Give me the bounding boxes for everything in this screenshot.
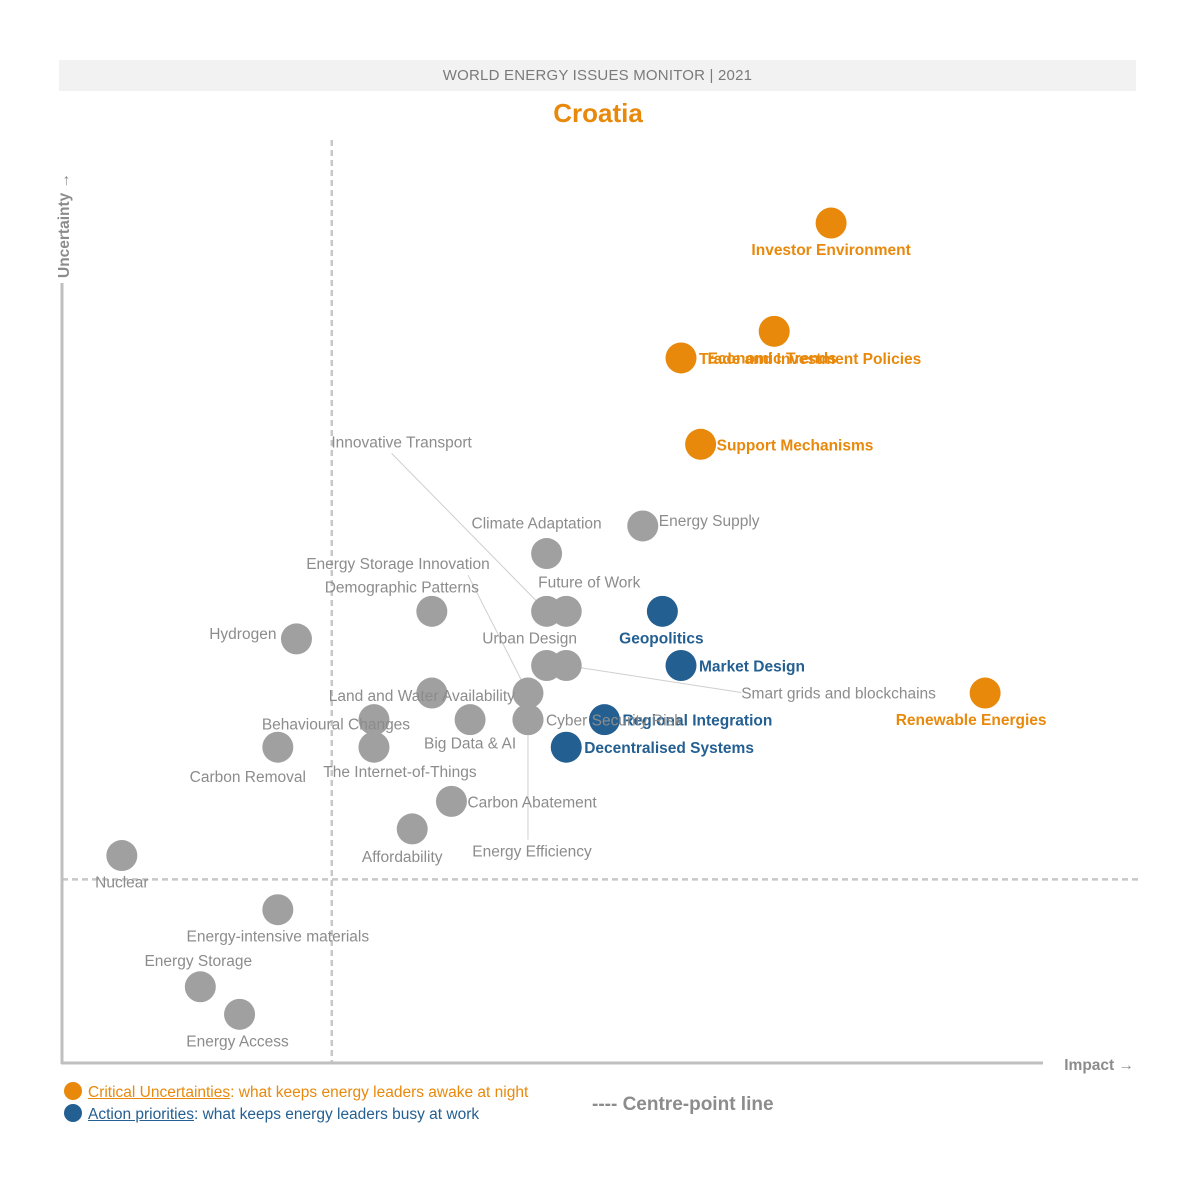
label-the-internet-of-things: The Internet-of-Things: [323, 764, 477, 781]
point-nuclear: [106, 840, 138, 872]
label-climate-adaptation: Climate Adaptation: [472, 516, 602, 533]
label-future-of-work: Future of Work: [538, 574, 640, 591]
label-cyber-security-risk: Cyber Security Risk: [546, 713, 682, 730]
point-carbon-abatement: [435, 785, 467, 817]
label-demographic-patterns: Demographic Patterns: [325, 579, 479, 596]
label-energy-storage-innovation: Energy Storage Innovation: [306, 556, 490, 573]
label-energy-intensive-materials: Energy-intensive materials: [186, 929, 369, 946]
label-investor-environment: Investor Environment: [751, 242, 910, 259]
critical-legend-key: Critical Uncertainties: [88, 1084, 231, 1101]
point-carbon-removal: [262, 731, 294, 763]
y-axis-label: Uncertainty →: [56, 173, 73, 278]
label-smart-grids-and-blockchains: Smart grids and blockchains: [741, 686, 936, 703]
label-energy-supply: Energy Supply: [659, 513, 760, 530]
label-carbon-removal: Carbon Removal: [190, 769, 306, 786]
label-market-design: Market Design: [699, 659, 805, 676]
label-energy-access: Energy Access: [186, 1033, 289, 1050]
label-hydrogen: Hydrogen: [209, 626, 276, 643]
point-energy-access: [224, 998, 256, 1030]
label-land-and-water-availability: Land and Water Availability: [329, 688, 515, 705]
label-nuclear: Nuclear: [95, 875, 148, 892]
label-decentralised-systems: Decentralised Systems: [584, 740, 754, 757]
report-banner: WORLD ENERGY ISSUES MONITOR | 2021: [59, 60, 1136, 91]
label-affordability: Affordability: [362, 849, 443, 866]
point-land-and-water-availability: [416, 677, 448, 709]
x-axis-label: Impact →: [1064, 1057, 1134, 1074]
action-legend-dot: [64, 1104, 82, 1122]
critical-legend-text: : what keeps energy leaders awake at nig…: [230, 1084, 529, 1101]
point-investor-environment: [815, 207, 847, 239]
critical-legend-dot: [64, 1082, 82, 1100]
label-geopolitics: Geopolitics: [619, 630, 703, 647]
point-smart-grids-and-blockchains: [550, 650, 582, 682]
point-energy-storage-innovation: [512, 677, 544, 709]
point-hydrogen: [280, 623, 312, 655]
leader-line-innovative-transport: [391, 452, 547, 612]
label-trade-and-investment-policies: Trade and Investment Policies: [699, 351, 921, 368]
label-innovative-transport: Innovative Transport: [331, 434, 472, 451]
point-future-of-work: [550, 595, 582, 627]
point-energy-efficiency: [512, 704, 544, 736]
point-energy-supply: [627, 510, 659, 542]
label-urban-design: Urban Design: [482, 631, 577, 648]
point-demographic-patterns: [416, 595, 448, 627]
point-decentralised-systems: [550, 731, 582, 763]
point-regional-integration: [588, 704, 620, 736]
legend-critical: Critical Uncertainties: what keeps energ…: [64, 1082, 528, 1102]
label-support-mechanisms: Support Mechanisms: [717, 437, 874, 454]
point-affordability: [396, 813, 428, 845]
label-energy-storage: Energy Storage: [144, 953, 252, 970]
point-energy-storage: [184, 971, 216, 1003]
label-energy-efficiency: Energy Efficiency: [472, 844, 592, 861]
chart-title: Croatia: [553, 98, 643, 128]
legend-action: Action priorities: what keeps energy lea…: [64, 1104, 479, 1124]
leader-line-smart-grids-and-blockchains: [566, 665, 742, 694]
point-support-mechanisms: [685, 428, 717, 460]
point-energy-intensive-materials: [262, 894, 294, 926]
point-behavioural-changes: [358, 704, 390, 736]
centre-point-legend: ---- Centre-point line: [592, 1094, 774, 1115]
label-economic-trends: Economic Trends: [708, 350, 837, 367]
label-regional-integration: Regional Integration: [622, 713, 772, 730]
label-carbon-abatement: Carbon Abatement: [467, 794, 597, 811]
point-geopolitics: [646, 595, 678, 627]
point-market-design: [665, 650, 697, 682]
action-legend-key: Action priorities: [88, 1106, 194, 1123]
point-trade-and-investment-policies: [665, 342, 697, 374]
leader-line-energy-storage-innovation: [467, 574, 529, 694]
point-economic-trends: [758, 315, 790, 347]
point-the-internet-of-things: [358, 731, 390, 763]
label-big-data-ai: Big Data & AI: [424, 736, 516, 753]
point-renewable-energies: [969, 677, 1001, 709]
label-renewable-energies: Renewable Energies: [896, 712, 1047, 729]
point-climate-adaptation: [531, 538, 563, 570]
label-behavioural-changes: Behavioural Changes: [262, 717, 410, 734]
point-big-data-ai: [454, 704, 486, 736]
action-legend-text: : what keeps energy leaders busy at work: [193, 1106, 480, 1123]
